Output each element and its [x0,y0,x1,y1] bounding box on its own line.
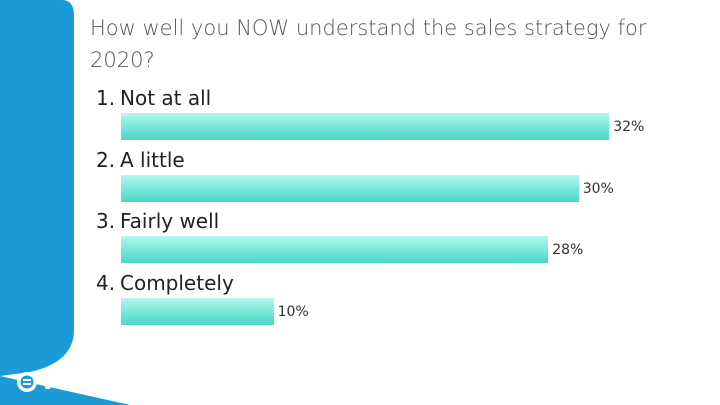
question-title: How well you NOW understand the sales st… [90,16,647,72]
option-label: 4. Completely [96,271,496,295]
option-number: 2. [96,147,116,172]
option-text: Not at all [120,86,212,110]
percent-label: 10% [277,303,309,320]
option-label: 1. Not at all [96,86,496,110]
result-bar [121,236,549,263]
percent-label: 32% [613,119,645,135]
option-text: Fairly well [120,209,220,233]
option-label: 2. A little [96,148,496,172]
percent-label: 30% [582,180,614,197]
option-text: A little [120,147,185,172]
percent-label: 28% [552,242,584,258]
option-label: 3. Fairly well [96,209,496,233]
result-bar [121,174,579,202]
vevox-logo-icon [17,372,37,392]
logo-text: vevox [41,370,116,394]
option-number: 1. [96,86,116,110]
option-number: 3. [96,209,116,233]
option-number: 4. [96,270,116,295]
brand-logo: vevox [16,368,116,396]
result-bar [121,113,610,140]
result-bar [121,297,274,325]
option-text: Completely [120,270,234,295]
